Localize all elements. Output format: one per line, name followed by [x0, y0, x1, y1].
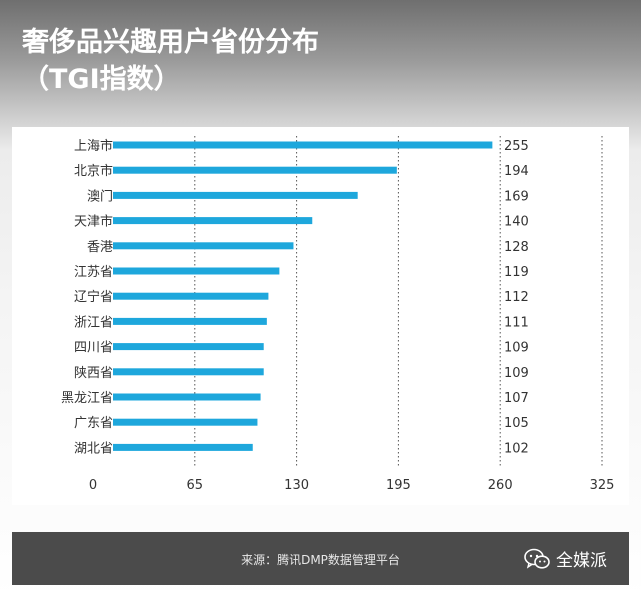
value-label: 169 [504, 189, 529, 204]
chart-panel [12, 127, 629, 505]
chart-title: 奢侈品兴趣用户省份分布 （TGI指数） [22, 24, 319, 98]
value-label: 109 [504, 366, 529, 381]
source-note: 来源：腾讯DMP数据管理平台 [241, 553, 400, 567]
bar [113, 343, 264, 351]
category-label: 辽宁省 [74, 289, 113, 305]
category-label: 浙江省 [74, 315, 113, 330]
category-label: 上海市 [74, 138, 113, 154]
bar [113, 267, 280, 275]
bar [113, 443, 253, 451]
x-tick-label: 65 [187, 478, 204, 493]
category-label: 香港 [87, 240, 113, 255]
brand-name: 全媒派 [556, 551, 607, 571]
category-label: 湖北省 [74, 441, 113, 456]
category-label: 江苏省 [74, 264, 113, 280]
category-label: 北京市 [74, 163, 113, 179]
bar [113, 242, 294, 250]
value-label: 119 [504, 265, 529, 280]
x-tick-label: 195 [386, 478, 411, 493]
x-tick-label: 0 [89, 478, 97, 493]
bar [113, 393, 261, 401]
value-label: 107 [504, 391, 529, 406]
title-line-2: （TGI指数） [22, 64, 181, 95]
bar [113, 368, 264, 376]
brand: 全媒派 [524, 546, 607, 571]
bar [113, 317, 267, 325]
value-label: 140 [504, 215, 529, 230]
value-label: 255 [504, 139, 529, 154]
bar [113, 166, 397, 174]
category-label: 广东省 [74, 416, 113, 431]
category-label: 陕西省 [74, 366, 113, 381]
value-label: 112 [504, 290, 529, 305]
footer-bar: 来源：腾讯DMP数据管理平台 全媒派 [12, 532, 629, 585]
value-label: 105 [504, 416, 529, 431]
bar [113, 418, 258, 426]
wechat-icon [524, 548, 550, 569]
category-label: 黑龙江省 [61, 391, 113, 406]
x-tick-label: 130 [284, 478, 309, 493]
title-line-1: 奢侈品兴趣用户省份分布 [22, 27, 319, 58]
value-label: 102 [504, 441, 529, 456]
bar [113, 217, 313, 225]
value-label: 109 [504, 341, 529, 356]
category-label: 天津市 [74, 214, 113, 230]
value-label: 111 [504, 315, 529, 330]
bar [113, 191, 358, 199]
value-label: 128 [504, 240, 529, 255]
x-tick-label: 325 [590, 478, 615, 493]
category-label: 四川省 [74, 341, 113, 356]
category-label: 澳门 [87, 188, 113, 204]
bar [113, 141, 493, 149]
bar [113, 292, 269, 300]
x-tick-label: 260 [488, 478, 513, 493]
value-label: 194 [504, 164, 529, 179]
